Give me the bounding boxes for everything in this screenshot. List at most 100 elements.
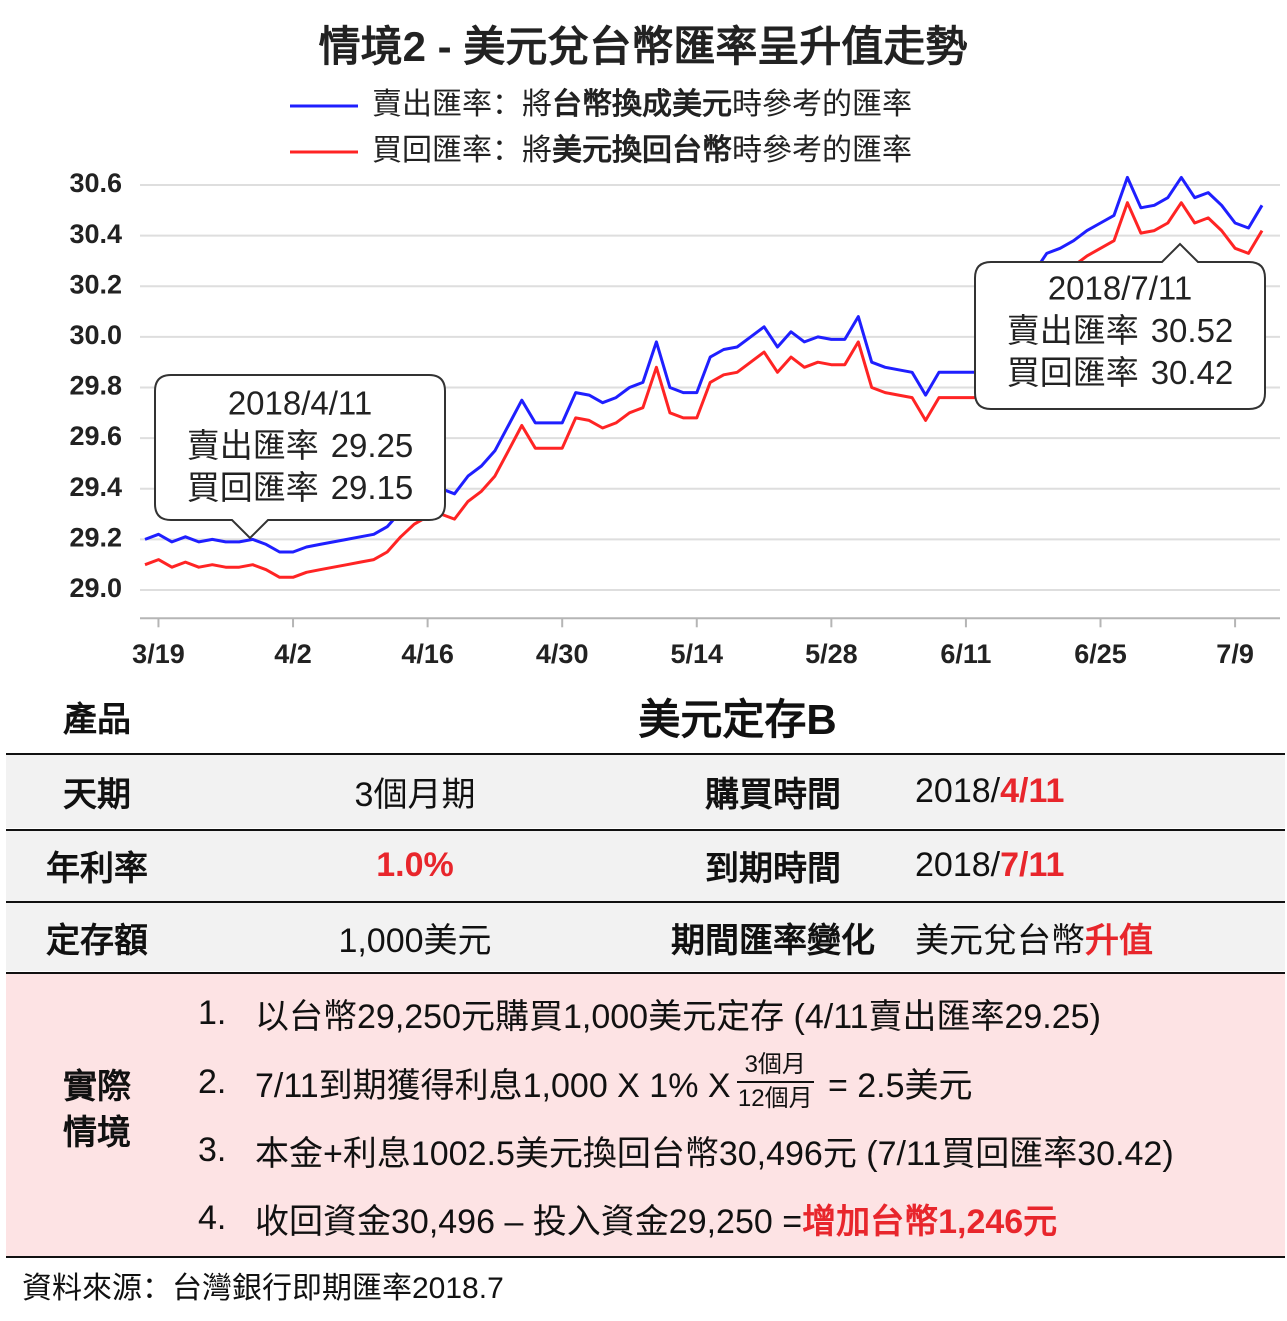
x-tick-label: 5/28 [805,639,858,669]
text-run: = 2.5美元 [827,1066,973,1105]
y-tick-label: 29.8 [69,371,122,401]
callout-label: 買回匯率 [1007,354,1139,391]
x-tick-label: 5/14 [670,639,723,669]
legend-name: 賣出匯率 [372,88,492,121]
callout-value: 29.25 [331,427,414,464]
text-run: 2018/ [915,772,1001,810]
text-run: 1,000美元 [338,921,492,960]
text-run: 4/11 [1000,772,1065,810]
y-tick-label: 30.4 [69,219,122,249]
text-run: 天期 [63,776,131,814]
footnote: 資料來源：台灣銀行即期匯率2018.7 [22,1272,504,1305]
table-cell: 2018/4/11 [915,755,1275,828]
item-text: 收回資金30,496 – 投入資金29,250 = 增加台幣1,246元 [255,1178,1057,1258]
rule [6,829,1285,831]
y-tick-label: 30.6 [69,168,122,198]
text-run: 美元兌台幣 [915,921,1085,960]
series-line [144,175,1264,554]
rule [6,1256,1285,1258]
text-run: 3個月期 [354,776,476,814]
table-cell: 購買時間 [640,755,906,828]
text-run: 產品 [63,700,131,739]
legend-label: 買回匯率：將美元換回台幣時參考的匯率 [372,133,912,167]
row-band [6,903,1285,971]
callout-line: 賣出匯率 29.25 [187,427,414,464]
x-tick-label: 7/9 [1216,639,1254,669]
legend-note: 時參考的匯率 [732,88,912,121]
header-cell: 美元定存B [195,680,1280,752]
chart: 情境2 - 美元兌台幣匯率呈升值走勢 29.0 29.2 29.4 29.6 29.8 3… [69,23,1280,669]
item-number: 1. [198,993,227,1032]
text-run: 7/11 [1000,846,1065,884]
callout-value: 30.42 [1151,354,1234,391]
x-tick-label: 4/2 [274,639,312,669]
text-run: 2018/ [915,846,1001,884]
table-cell: 美元兌台幣 升值 [915,903,1275,971]
legend-note: 台幣換成美元 [552,87,732,121]
text-run: 升值 [1085,921,1153,960]
x-tick-label: 4/16 [401,639,454,669]
x-tick-label: 6/25 [1074,639,1127,669]
callout-box [974,242,1266,410]
callout-line: 買回匯率 30.42 [1007,354,1234,391]
callout-line: 買回匯率 29.15 [187,469,414,506]
rule [6,901,1285,903]
table: 產品 美元定存B 天期 3個月期 購買時間 2018/4/11 年利率 1.0% 到期時間 201… [0,672,1287,1272]
table-cell: 天期 [0,755,194,828]
item-text: 以台幣29,250元購買1,000美元定存 (4/11賣出匯率29.25) [255,973,1101,1053]
table-cell: 到期時間 [640,830,906,901]
scenario-band [6,974,1285,1256]
text-run: 收回資金30,496 – 投入資金29,250 = [255,1202,803,1241]
y-tick-label: 29.6 [69,421,122,451]
rule [6,972,1285,974]
legend-note: ：將 [492,88,552,121]
text-run: 美元定存B [638,695,837,743]
text-run: 購買時間 [705,776,841,814]
x-tick-label: 4/30 [536,639,589,669]
text-run: 以台幣29,250元購買1,000美元定存 (4/11賣出匯率29.25) [255,997,1101,1036]
text-run: 期間匯率變化 [671,921,875,960]
item-number: 4. [198,1198,227,1237]
callout-date: 2018/7/11 [1048,270,1192,307]
y-tick-label: 29.2 [69,522,122,552]
callout-box [154,374,446,540]
fraction: 3個月 12個月 [736,1051,814,1112]
x-tick-label: 6/11 [940,639,991,669]
callout-label: 賣出匯率 [187,427,319,464]
y-tick-label: 30.2 [69,269,122,299]
table-cell: 1,000美元 [195,903,635,971]
chart-title: 情境2 - 美元兌台幣匯率呈升值走勢 [319,23,968,70]
text-run: 到期時間 [705,850,841,888]
scenario-label: 實際 情境 [0,1064,194,1156]
callout-label: 賣出匯率 [1007,312,1139,349]
text-run: 本金+利息1002.5美元換回台幣30,496元 (7/11買回匯率30.42) [255,1134,1174,1173]
legend-note: 時參考的匯率 [732,134,912,167]
legend-label: 賣出匯率：將台幣換成美元時參考的匯率 [372,87,912,121]
item-text: 本金+利息1002.5美元換回台幣30,496元 (7/11買回匯率30.42) [255,1110,1174,1190]
x-tick-label: 3/19 [132,639,185,669]
item-number: 3. [198,1130,227,1169]
legend-note: 美元換回台幣 [552,133,732,167]
table-cell: 1.0% [195,830,635,901]
item-number: 2. [198,1062,227,1101]
text-run: 年利率 [46,850,148,888]
row-band [6,755,1285,828]
table-cell: 2018/7/11 [915,830,1275,901]
text-run: 7/11到期獲得利息1,000 X 1% X [255,1066,731,1105]
y-tick-label: 29.0 [69,573,122,603]
item-text: 7/11到期獲得利息1,000 X 1% X 3個月 12個月 = 2.5美元 [255,1042,973,1122]
legend-note: ：將 [492,134,552,167]
text-run: 增加台幣1,246元 [802,1202,1058,1241]
text-run: 定存額 [46,921,148,960]
scenario-label-line: 情境 [63,1114,131,1152]
callout-date: 2018/4/11 [228,385,372,422]
table-cell: 年利率 [0,830,194,901]
callout-value: 29.15 [331,469,414,506]
table-cell: 定存額 [0,903,194,971]
numerator: 3個月 [736,1051,814,1083]
callout-value: 30.52 [1151,312,1234,349]
y-tick-label: 30.0 [69,320,122,350]
legend-name: 買回匯率 [372,134,492,167]
table-cell: 期間匯率變化 [640,903,906,971]
